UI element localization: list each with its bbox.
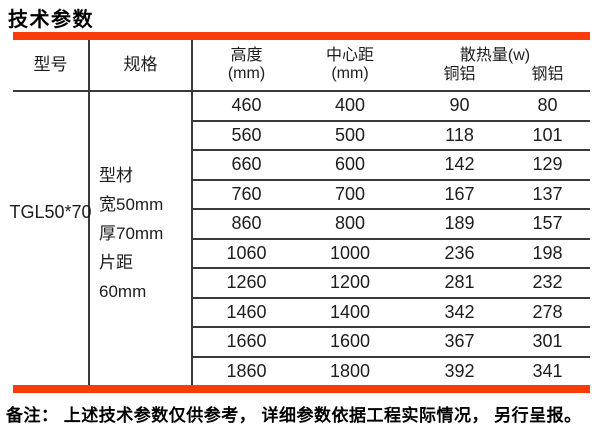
cell-center: 1200: [329, 272, 371, 293]
cell-height: 1460: [226, 301, 267, 322]
header-center-distance: 中心距 (mm): [300, 40, 400, 90]
cell-copper: 189: [444, 213, 475, 234]
cell-center: 1400: [329, 301, 371, 322]
cell-copper: 90: [449, 95, 470, 116]
spec-line: 60mm: [99, 282, 147, 301]
cell-height: 460: [231, 95, 262, 116]
cell-center: 700: [334, 183, 366, 204]
cell-height: 760: [231, 183, 262, 204]
table-row: 660 600 142 129: [193, 151, 590, 181]
cell-steel: 198: [532, 242, 563, 263]
table-row: 1860 1800 392 341: [193, 358, 590, 386]
table-row: 860 800 189 157: [193, 210, 590, 240]
accent-bar-top: [13, 32, 590, 40]
spec-line: 片距: [99, 253, 133, 272]
cell-copper: 367: [444, 331, 475, 352]
table-header-row: 型号 规格 高度 (mm) 中心距 (mm) 散热量(w) 铜铝 钢铝: [13, 40, 590, 92]
table-row: 1060 1000 236 198: [193, 240, 590, 269]
cell-height: 1260: [226, 272, 267, 293]
cell-center: 1600: [329, 331, 371, 352]
header-spec: 规格: [90, 40, 193, 90]
data-rows: 460 400 90 80 560 500 118 101 660 600 142 129 760 700…: [193, 92, 590, 385]
cell-center: 1000: [329, 242, 371, 263]
table-row: 560 500 118 101: [193, 122, 590, 151]
table-row: 1260 1200 281 232: [193, 269, 590, 299]
cell-copper: 142: [444, 154, 475, 175]
cell-steel: 341: [532, 360, 563, 381]
footnote: 备注： 上述技术参数仅供参考， 详细参数依据工程实际情况， 另行呈报。: [6, 406, 582, 425]
cell-copper: 167: [444, 183, 475, 204]
cell-steel: 301: [532, 331, 563, 352]
header-model: 型号: [13, 40, 90, 90]
cell-center: 500: [334, 124, 366, 145]
cell-copper: 118: [445, 124, 474, 145]
header-copper-aluminum: 铜铝: [443, 66, 476, 83]
table-row: 1460 1400 342 278: [193, 299, 590, 328]
accent-bar-bottom: [13, 385, 590, 393]
cell-center: 600: [334, 154, 366, 175]
cell-height: 1660: [226, 331, 267, 352]
cell-center: 400: [334, 95, 366, 116]
cell-steel: 278: [532, 301, 563, 322]
cell-steel: 129: [532, 154, 563, 175]
table-row: 760 700 167 137: [193, 181, 590, 210]
header-height: 高度 (mm): [193, 40, 300, 90]
table-row: 460 400 90 80: [193, 92, 590, 122]
cell-height: 1060: [226, 242, 267, 263]
header-center-distance-unit: (mm): [331, 65, 369, 82]
spec-line: 型材: [99, 166, 133, 185]
cell-steel: 157: [532, 213, 563, 234]
cell-copper: 342: [444, 301, 475, 322]
cell-copper: 281: [444, 272, 475, 293]
header-height-unit: (mm): [227, 65, 266, 82]
cell-steel: 232: [532, 272, 563, 293]
parameters-table: 型号 规格 高度 (mm) 中心距 (mm) 散热量(w) 铜铝 钢铝 TGL5…: [9, 32, 590, 393]
cell-steel: 137: [532, 183, 563, 204]
header-height-label: 高度: [230, 47, 263, 64]
cell-steel: 80: [537, 95, 558, 116]
header-steel-aluminum: 钢铝: [531, 66, 564, 83]
cell-copper: 392: [444, 360, 475, 381]
header-heat-subrow: 铜铝 钢铝: [400, 65, 590, 84]
cell-height: 660: [231, 154, 262, 175]
cell-center: 1800: [329, 360, 371, 381]
cell-height: 860: [231, 213, 262, 234]
header-center-distance-label: 中心距: [325, 47, 374, 64]
table-body: TGL50*70 型材宽50mm 厚70mm 片距 60mm 460 400 90 80 56…: [9, 92, 590, 385]
cell-height: 1860: [226, 360, 267, 381]
cell-height: 560: [231, 124, 262, 145]
cell-copper: 236: [444, 242, 475, 263]
header-heat-dissipation: 散热量(w): [459, 47, 531, 64]
cell-steel: 101: [532, 124, 563, 145]
cell-center: 800: [334, 213, 366, 234]
header-heat-group: 散热量(w) 铜铝 钢铝: [400, 40, 590, 90]
table-row: 1660 1600 367 301: [193, 328, 590, 358]
spec-line: 厚70mm: [99, 224, 164, 243]
spec-cell: 型材宽50mm 厚70mm 片距 60mm: [90, 92, 193, 385]
spec-line: 宽50mm: [99, 195, 164, 214]
model-cell: TGL50*70: [9, 92, 92, 385]
page-title: 技术参数: [8, 9, 94, 31]
